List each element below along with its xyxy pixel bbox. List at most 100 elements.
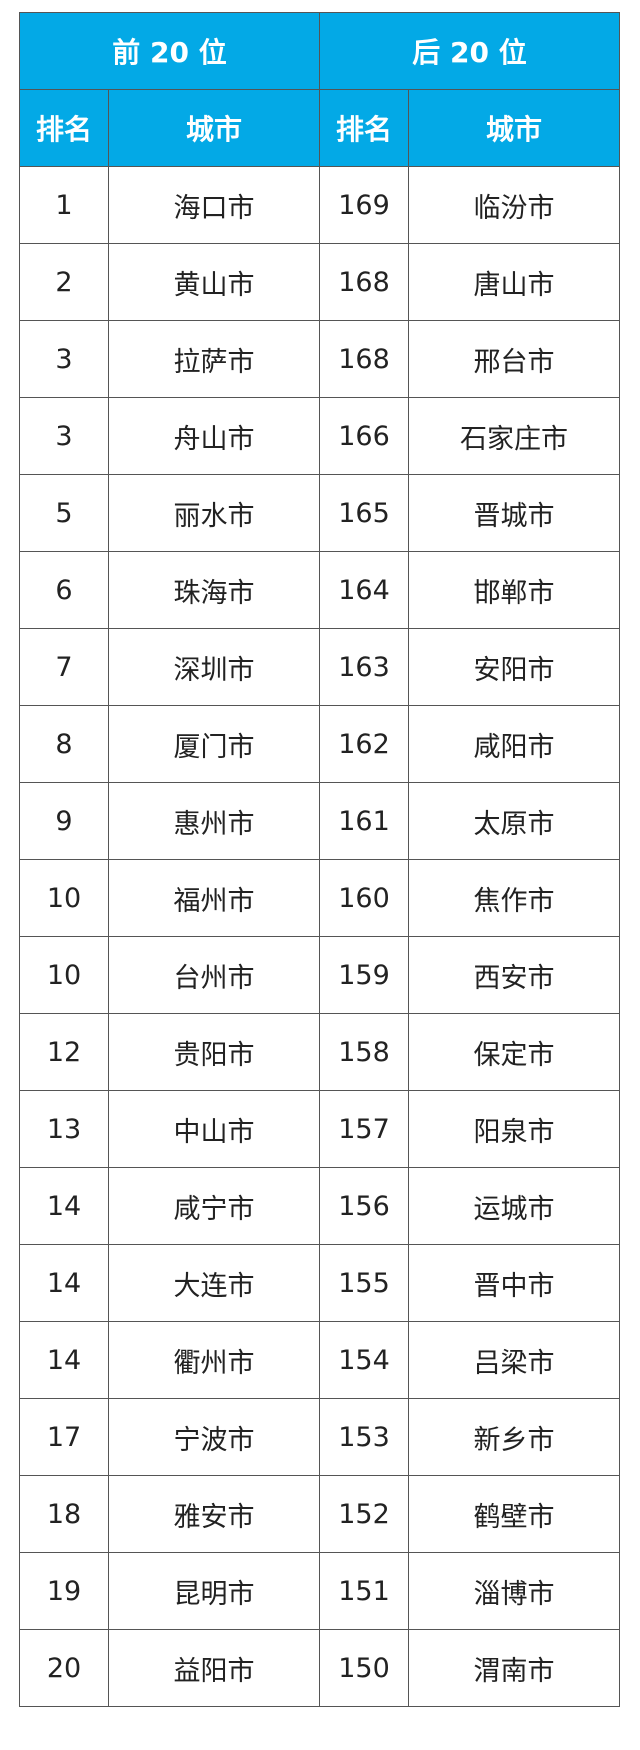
table-row: 3 舟山市 166 石家庄市	[19, 397, 620, 475]
column-header-row: 排名 城市 排名 城市	[19, 89, 620, 167]
bottom-rank-cell: 168	[319, 243, 409, 321]
bottom-city-cell: 鹤壁市	[408, 1475, 620, 1553]
top-city-cell: 舟山市	[108, 397, 320, 475]
bottom-rank-cell: 159	[319, 936, 409, 1014]
top-city-cell: 益阳市	[108, 1629, 320, 1707]
table-row: 6 珠海市 164 邯郸市	[19, 551, 620, 629]
group-header-row: 前 20 位 后 20 位	[19, 12, 620, 90]
top-rank-cell: 14	[19, 1167, 109, 1245]
bottom-rank-cell: 151	[319, 1552, 409, 1630]
bottom-rank-cell: 165	[319, 474, 409, 552]
column-header-rank: 排名	[319, 89, 409, 167]
top-city-cell: 衢州市	[108, 1321, 320, 1399]
top-rank-cell: 6	[19, 551, 109, 629]
top-rank-cell: 17	[19, 1398, 109, 1476]
bottom-city-cell: 阳泉市	[408, 1090, 620, 1168]
bottom-rank-cell: 156	[319, 1167, 409, 1245]
bottom-rank-cell: 161	[319, 782, 409, 860]
bottom-rank-cell: 160	[319, 859, 409, 937]
top-city-cell: 中山市	[108, 1090, 320, 1168]
table-row: 19 昆明市 151 淄博市	[19, 1552, 620, 1630]
table-row: 9 惠州市 161 太原市	[19, 782, 620, 860]
bottom-city-cell: 保定市	[408, 1013, 620, 1091]
bottom-city-cell: 石家庄市	[408, 397, 620, 475]
bottom-city-cell: 唐山市	[408, 243, 620, 321]
bottom-rank-cell: 162	[319, 705, 409, 783]
table-row: 13 中山市 157 阳泉市	[19, 1090, 620, 1168]
bottom-city-cell: 太原市	[408, 782, 620, 860]
top-rank-cell: 2	[19, 243, 109, 321]
top-city-cell: 台州市	[108, 936, 320, 1014]
table-row: 5 丽水市 165 晋城市	[19, 474, 620, 552]
bottom-rank-cell: 168	[319, 320, 409, 398]
bottom-rank-cell: 152	[319, 1475, 409, 1553]
top-rank-cell: 5	[19, 474, 109, 552]
bottom-city-cell: 新乡市	[408, 1398, 620, 1476]
top-rank-cell: 1	[19, 166, 109, 244]
top-city-cell: 珠海市	[108, 551, 320, 629]
top-city-cell: 雅安市	[108, 1475, 320, 1553]
table-row: 10 福州市 160 焦作市	[19, 859, 620, 937]
city-ranking-table: 前 20 位 后 20 位 排名 城市 排名 城市 1 海口市 169 临汾市 2 黄山市…	[19, 12, 620, 1707]
top-rank-cell: 3	[19, 320, 109, 398]
top-rank-cell: 12	[19, 1013, 109, 1091]
top-city-cell: 海口市	[108, 166, 320, 244]
table-row: 3 拉萨市 168 邢台市	[19, 320, 620, 398]
table-row: 17 宁波市 153 新乡市	[19, 1398, 620, 1476]
bottom-rank-cell: 163	[319, 628, 409, 706]
bottom-city-cell: 咸阳市	[408, 705, 620, 783]
top-city-cell: 黄山市	[108, 243, 320, 321]
bottom-rank-cell: 166	[319, 397, 409, 475]
bottom-rank-cell: 157	[319, 1090, 409, 1168]
top-rank-cell: 8	[19, 705, 109, 783]
table-row: 8 厦门市 162 咸阳市	[19, 705, 620, 783]
bottom-city-cell: 吕梁市	[408, 1321, 620, 1399]
bottom-city-cell: 邢台市	[408, 320, 620, 398]
bottom-city-cell: 安阳市	[408, 628, 620, 706]
bottom-city-cell: 邯郸市	[408, 551, 620, 629]
top-city-cell: 咸宁市	[108, 1167, 320, 1245]
top-city-cell: 贵阳市	[108, 1013, 320, 1091]
top-city-cell: 大连市	[108, 1244, 320, 1322]
bottom-rank-cell: 154	[319, 1321, 409, 1399]
bottom-rank-cell: 164	[319, 551, 409, 629]
top-rank-cell: 3	[19, 397, 109, 475]
bottom-city-cell: 临汾市	[408, 166, 620, 244]
top-rank-cell: 14	[19, 1321, 109, 1399]
bottom-city-cell: 晋城市	[408, 474, 620, 552]
column-header-city: 城市	[408, 89, 620, 167]
table-row: 18 雅安市 152 鹤壁市	[19, 1475, 620, 1553]
table-row: 10 台州市 159 西安市	[19, 936, 620, 1014]
table-row: 2 黄山市 168 唐山市	[19, 243, 620, 321]
top-city-cell: 昆明市	[108, 1552, 320, 1630]
top-city-cell: 宁波市	[108, 1398, 320, 1476]
table-row: 12 贵阳市 158 保定市	[19, 1013, 620, 1091]
bottom-city-cell: 焦作市	[408, 859, 620, 937]
top-city-cell: 深圳市	[108, 628, 320, 706]
table-row: 7 深圳市 163 安阳市	[19, 628, 620, 706]
top-city-cell: 丽水市	[108, 474, 320, 552]
group-header-top20: 前 20 位	[19, 12, 320, 90]
top-rank-cell: 10	[19, 936, 109, 1014]
top-rank-cell: 14	[19, 1244, 109, 1322]
group-header-bottom20: 后 20 位	[319, 12, 620, 90]
column-header-rank: 排名	[19, 89, 109, 167]
top-rank-cell: 9	[19, 782, 109, 860]
bottom-rank-cell: 153	[319, 1398, 409, 1476]
bottom-city-cell: 渭南市	[408, 1629, 620, 1707]
top-rank-cell: 20	[19, 1629, 109, 1707]
table-row: 14 咸宁市 156 运城市	[19, 1167, 620, 1245]
top-rank-cell: 19	[19, 1552, 109, 1630]
table-row: 14 衢州市 154 吕梁市	[19, 1321, 620, 1399]
bottom-city-cell: 运城市	[408, 1167, 620, 1245]
top-city-cell: 福州市	[108, 859, 320, 937]
column-header-city: 城市	[108, 89, 320, 167]
table-row: 20 益阳市 150 渭南市	[19, 1629, 620, 1707]
table-row: 1 海口市 169 临汾市	[19, 166, 620, 244]
bottom-rank-cell: 155	[319, 1244, 409, 1322]
top-rank-cell: 7	[19, 628, 109, 706]
top-city-cell: 厦门市	[108, 705, 320, 783]
bottom-rank-cell: 158	[319, 1013, 409, 1091]
bottom-rank-cell: 150	[319, 1629, 409, 1707]
table-row: 14 大连市 155 晋中市	[19, 1244, 620, 1322]
